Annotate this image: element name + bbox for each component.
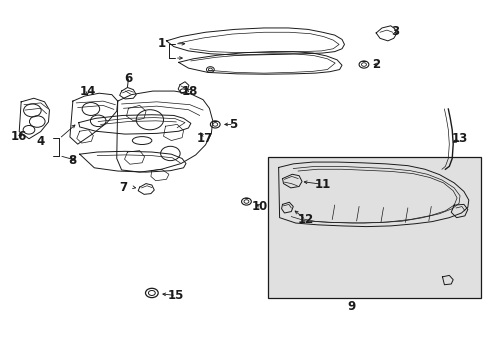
Text: 17: 17 — [196, 132, 212, 145]
Text: 2: 2 — [371, 58, 380, 71]
Text: 3: 3 — [391, 26, 399, 39]
Text: 16: 16 — [11, 130, 27, 144]
Text: 8: 8 — [69, 154, 77, 167]
Text: 12: 12 — [297, 213, 313, 226]
Text: 18: 18 — [182, 85, 198, 98]
Bar — [267, 157, 480, 298]
Text: 9: 9 — [347, 300, 355, 313]
Text: 1: 1 — [157, 37, 165, 50]
Text: 5: 5 — [228, 118, 237, 131]
Text: 11: 11 — [314, 178, 330, 191]
Text: 14: 14 — [79, 85, 96, 98]
Text: 7: 7 — [119, 181, 127, 194]
Text: 15: 15 — [168, 289, 184, 302]
Text: 10: 10 — [251, 201, 268, 213]
Text: 6: 6 — [124, 72, 132, 85]
Text: 13: 13 — [451, 132, 467, 145]
Text: 4: 4 — [37, 135, 45, 148]
